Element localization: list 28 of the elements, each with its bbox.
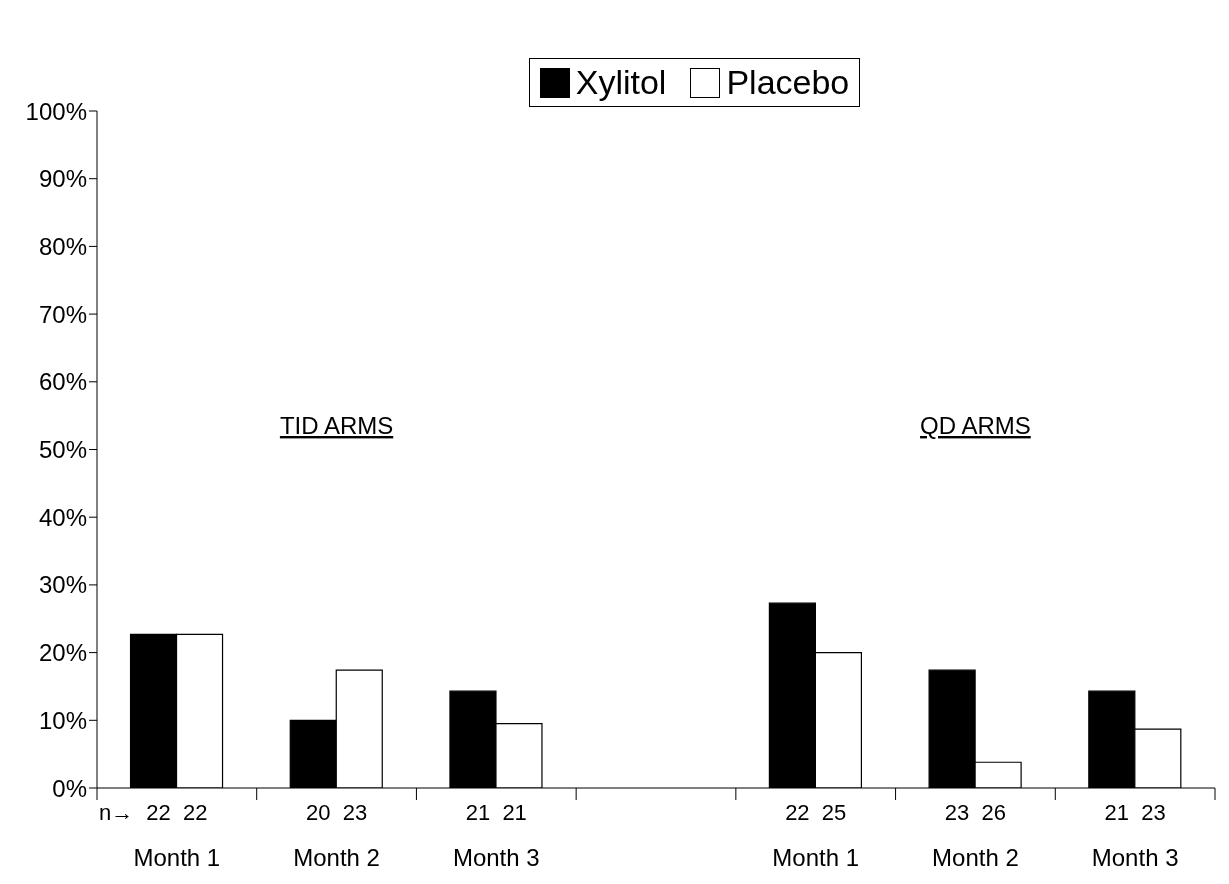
y-tick-label: 50% xyxy=(38,436,87,464)
text: 22 25 xyxy=(785,800,847,825)
y-tick-label: 60% xyxy=(38,368,87,396)
x-tick-label: Month 3 xyxy=(452,844,540,871)
annotation: TID ARMS xyxy=(279,412,394,439)
x-tick-label: Month 2 xyxy=(932,844,1019,871)
text: n→ xyxy=(99,800,134,825)
y-tick-label: 20% xyxy=(38,639,87,667)
text: 20 23 xyxy=(305,800,368,825)
text: 21 21 xyxy=(465,800,527,825)
x-tick-label: Month 2 xyxy=(293,844,380,871)
y-tick-label: 90% xyxy=(38,165,87,193)
text: 22 22 xyxy=(146,800,208,825)
x-tick-label: Month 3 xyxy=(1091,844,1179,871)
x-tick-label: Month 1 xyxy=(772,844,860,871)
y-tick-label: 0% xyxy=(52,774,87,802)
text: 23 26 xyxy=(944,800,1007,825)
legend-label: Placebo xyxy=(725,63,850,102)
x-tick-label: Month 1 xyxy=(133,844,221,871)
y-tick-label: 100% xyxy=(25,97,87,125)
text: 21 23 xyxy=(1104,800,1166,825)
y-tick-label: 70% xyxy=(38,300,87,328)
legend-label: Xylitol xyxy=(574,63,667,102)
annotation: QD ARMS xyxy=(920,412,1031,439)
y-tick-label: 10% xyxy=(38,706,87,734)
y-tick-label: 40% xyxy=(38,503,87,531)
y-tick-label: 30% xyxy=(38,571,87,599)
y-tick-label: 80% xyxy=(38,232,87,260)
